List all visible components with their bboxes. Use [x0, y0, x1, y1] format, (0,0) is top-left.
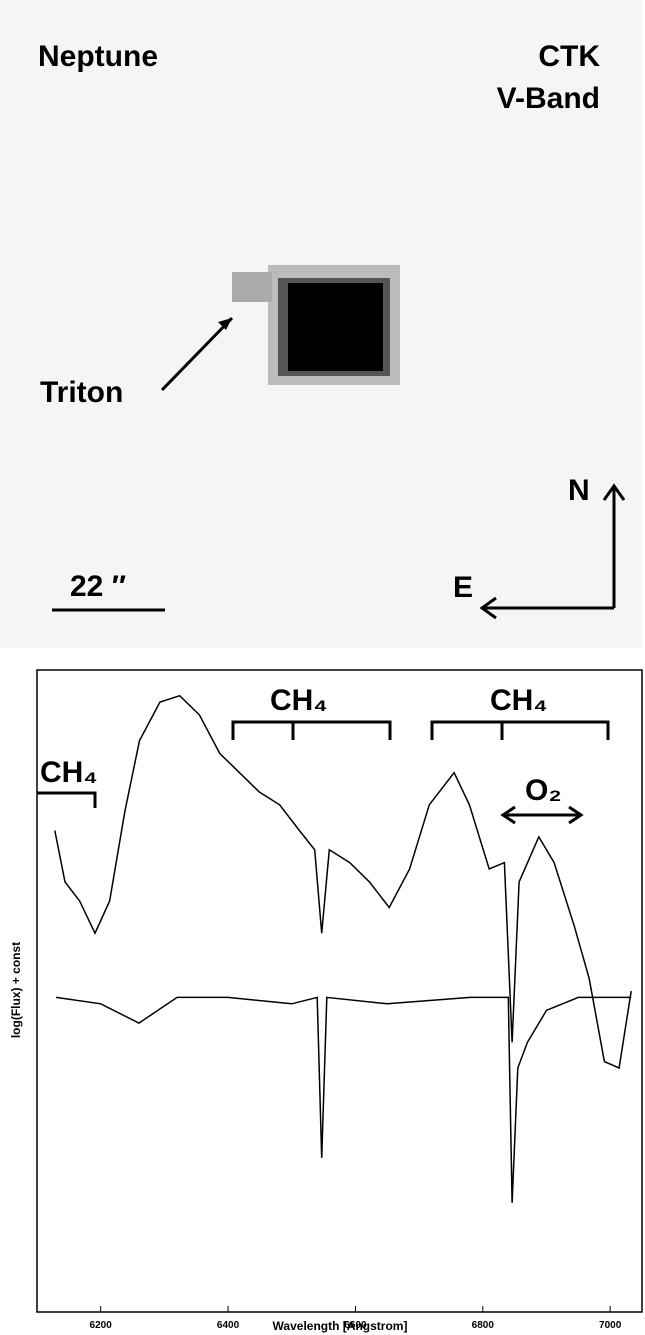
spectrum-line — [54, 694, 632, 1070]
moon-label: Triton — [40, 376, 123, 409]
x-tick-label: 7000 — [599, 1320, 622, 1331]
plot-frame — [36, 669, 643, 1313]
x-axis-label: Wavelength [Angstrom] — [273, 1319, 408, 1333]
arrow — [160, 316, 234, 392]
neptune — [232, 265, 400, 385]
o2-arrow — [500, 805, 584, 825]
image-title: Neptune — [38, 40, 158, 73]
band: V-Band — [497, 82, 600, 115]
x-tick-label: 6600 — [344, 1320, 367, 1331]
annotation: CH₄ — [490, 684, 548, 717]
scale-label: 22 ″ — [70, 570, 126, 603]
compass — [479, 483, 626, 620]
arrowhead — [218, 318, 232, 330]
x-tick-label: 6200 — [90, 1320, 113, 1331]
brackets — [37, 720, 610, 808]
north-label: N — [568, 474, 590, 507]
x-tick-label: 6800 — [472, 1320, 495, 1331]
annotation: CH₄ — [40, 756, 98, 789]
x-tick-label: 6400 — [217, 1320, 240, 1331]
annotation: CH₄ — [270, 684, 328, 717]
east-label: E — [453, 571, 473, 604]
spectrum-line — [55, 996, 632, 1203]
y-axis-label: log(Flux) + const — [9, 942, 23, 1038]
telescope: CTK — [538, 40, 600, 73]
annotation: O₂ — [525, 774, 562, 807]
